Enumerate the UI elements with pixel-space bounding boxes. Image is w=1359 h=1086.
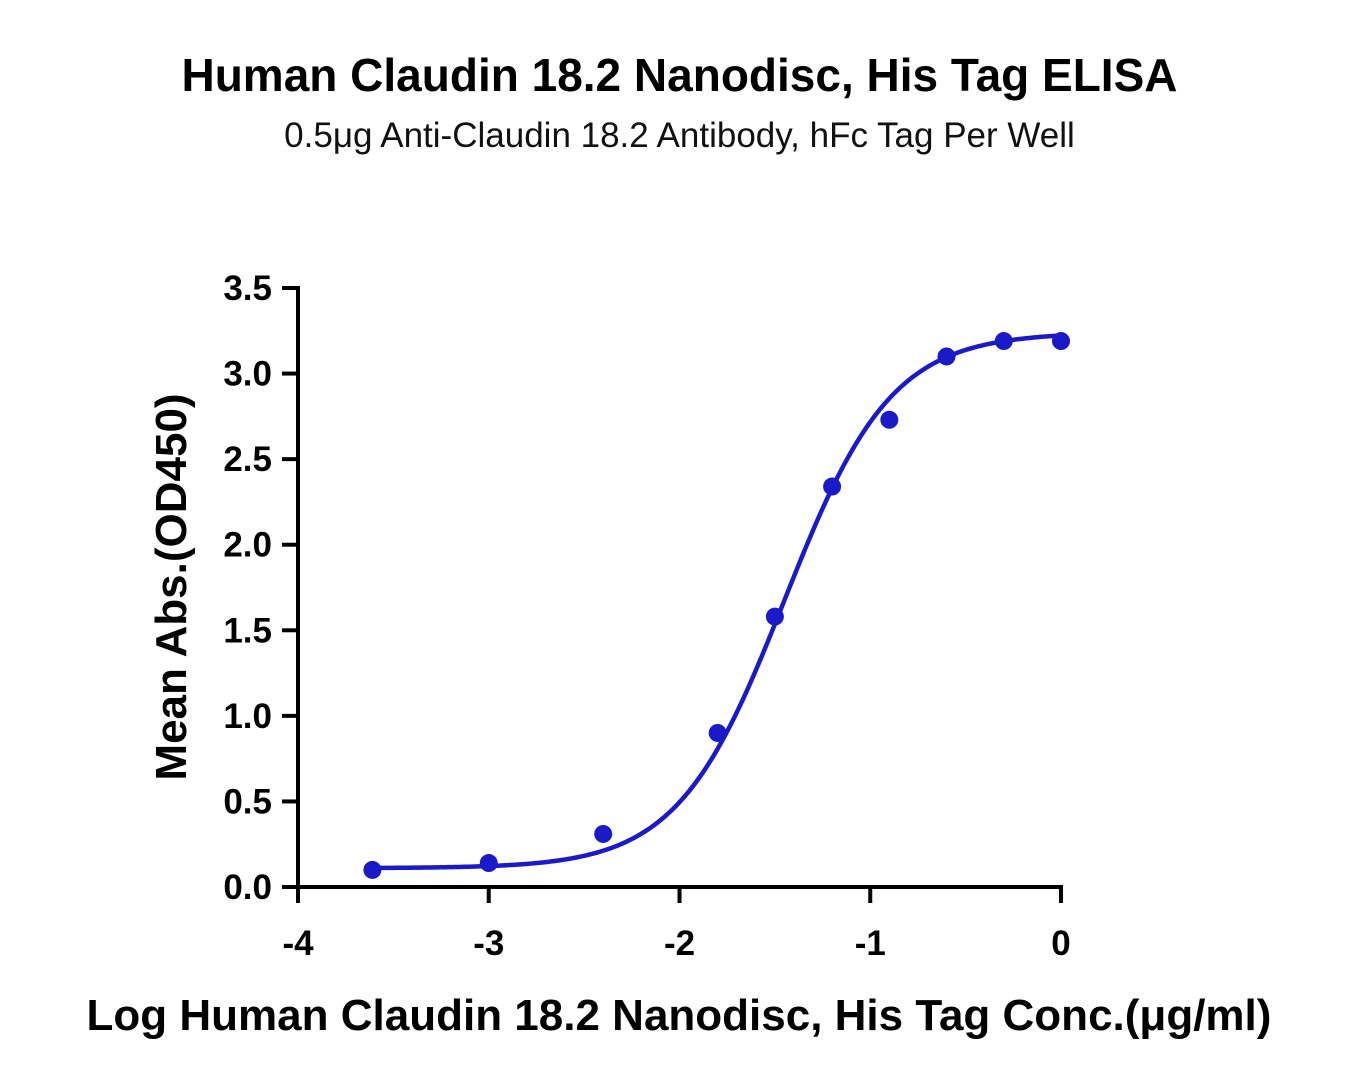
data-point <box>823 477 842 496</box>
y-tick-label: 0.5 <box>223 782 272 821</box>
data-point <box>937 347 956 366</box>
x-tick-label: 0 <box>1051 924 1070 963</box>
x-tick-label: -3 <box>473 924 504 963</box>
y-tick-label: 2.0 <box>223 526 272 565</box>
data-point <box>708 723 727 742</box>
chart-subtitle: 0.5μg Anti-Claudin 18.2 Antibody, hFc Ta… <box>284 116 1075 155</box>
data-point <box>479 854 498 873</box>
data-point <box>994 332 1013 351</box>
x-tick-label: -2 <box>664 924 695 963</box>
data-point <box>880 410 899 429</box>
y-tick-label: 1.5 <box>223 611 272 650</box>
chart-title: Human Claudin 18.2 Nanodisc, His Tag ELI… <box>181 49 1178 101</box>
x-tick-label: -1 <box>855 924 886 963</box>
fit-curve <box>372 333 1062 871</box>
axes: 0.0 0.5 1.0 1.5 2.0 2.5 3.0 3.5 -4 -3 -2 -1 0 <box>223 269 1070 963</box>
y-tick-label: 1.0 <box>223 697 272 736</box>
data-point <box>594 824 613 843</box>
y-tick-label: 3.0 <box>223 355 272 394</box>
fit-curve-layer <box>372 333 1062 871</box>
data-point <box>363 860 382 879</box>
data-point <box>765 607 784 626</box>
y-tick-label: 2.5 <box>223 440 272 479</box>
x-axis-title: Log Human Claudin 18.2 Nanodisc, His Tag… <box>87 991 1272 1040</box>
x-tick-label: -4 <box>282 924 314 963</box>
y-tick-label: 3.5 <box>223 269 272 308</box>
data-points-layer <box>363 332 1070 879</box>
y-tick-label: 0.0 <box>223 868 272 907</box>
data-point <box>1052 332 1070 351</box>
y-axis-title: Mean Abs.(OD450) <box>147 393 196 780</box>
